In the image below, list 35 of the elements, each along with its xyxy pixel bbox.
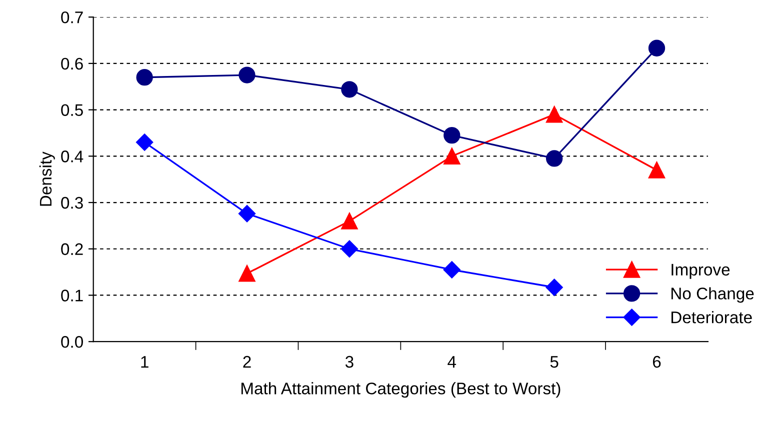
point [444, 126, 460, 144]
point [136, 134, 154, 151]
x-axis-title: Math Attainment Categories (Best to Worst) [241, 382, 560, 398]
point [341, 212, 358, 230]
point [238, 265, 256, 282]
point [546, 106, 563, 123]
y-tick-label: 0.3 [61, 196, 83, 209]
point [648, 162, 666, 178]
point [443, 261, 460, 278]
legend-label: Improve [672, 264, 730, 279]
y-tick-label: 0.5 [61, 104, 83, 116]
y-axis-title: Density [39, 152, 55, 206]
point [444, 148, 460, 164]
point [238, 66, 256, 84]
y-tick-label: 0.6 [61, 58, 83, 70]
point [546, 278, 563, 296]
x-tick-label: 1 [141, 356, 148, 368]
y-tick-label: 0.2 [61, 243, 83, 256]
legend-label: No Change [671, 287, 754, 303]
x-tick-label: 3 [345, 356, 354, 368]
y-tick-label: 0.7 [61, 11, 83, 24]
point [341, 81, 358, 98]
point [238, 205, 256, 222]
x-tick-label: 5 [550, 356, 558, 368]
point [546, 150, 563, 167]
y-tick-label: 0.4 [61, 150, 84, 162]
legend-label: Deteriorate [671, 311, 752, 324]
y-tick-label: 0.0 [61, 336, 83, 348]
point [136, 69, 153, 86]
x-tick-label: 4 [448, 356, 456, 368]
x-tick-label: 2 [243, 356, 251, 368]
y-tick-label: 0.1 [61, 290, 83, 302]
point [340, 240, 358, 258]
point [648, 40, 666, 56]
x-tick-label: 6 [652, 356, 661, 368]
